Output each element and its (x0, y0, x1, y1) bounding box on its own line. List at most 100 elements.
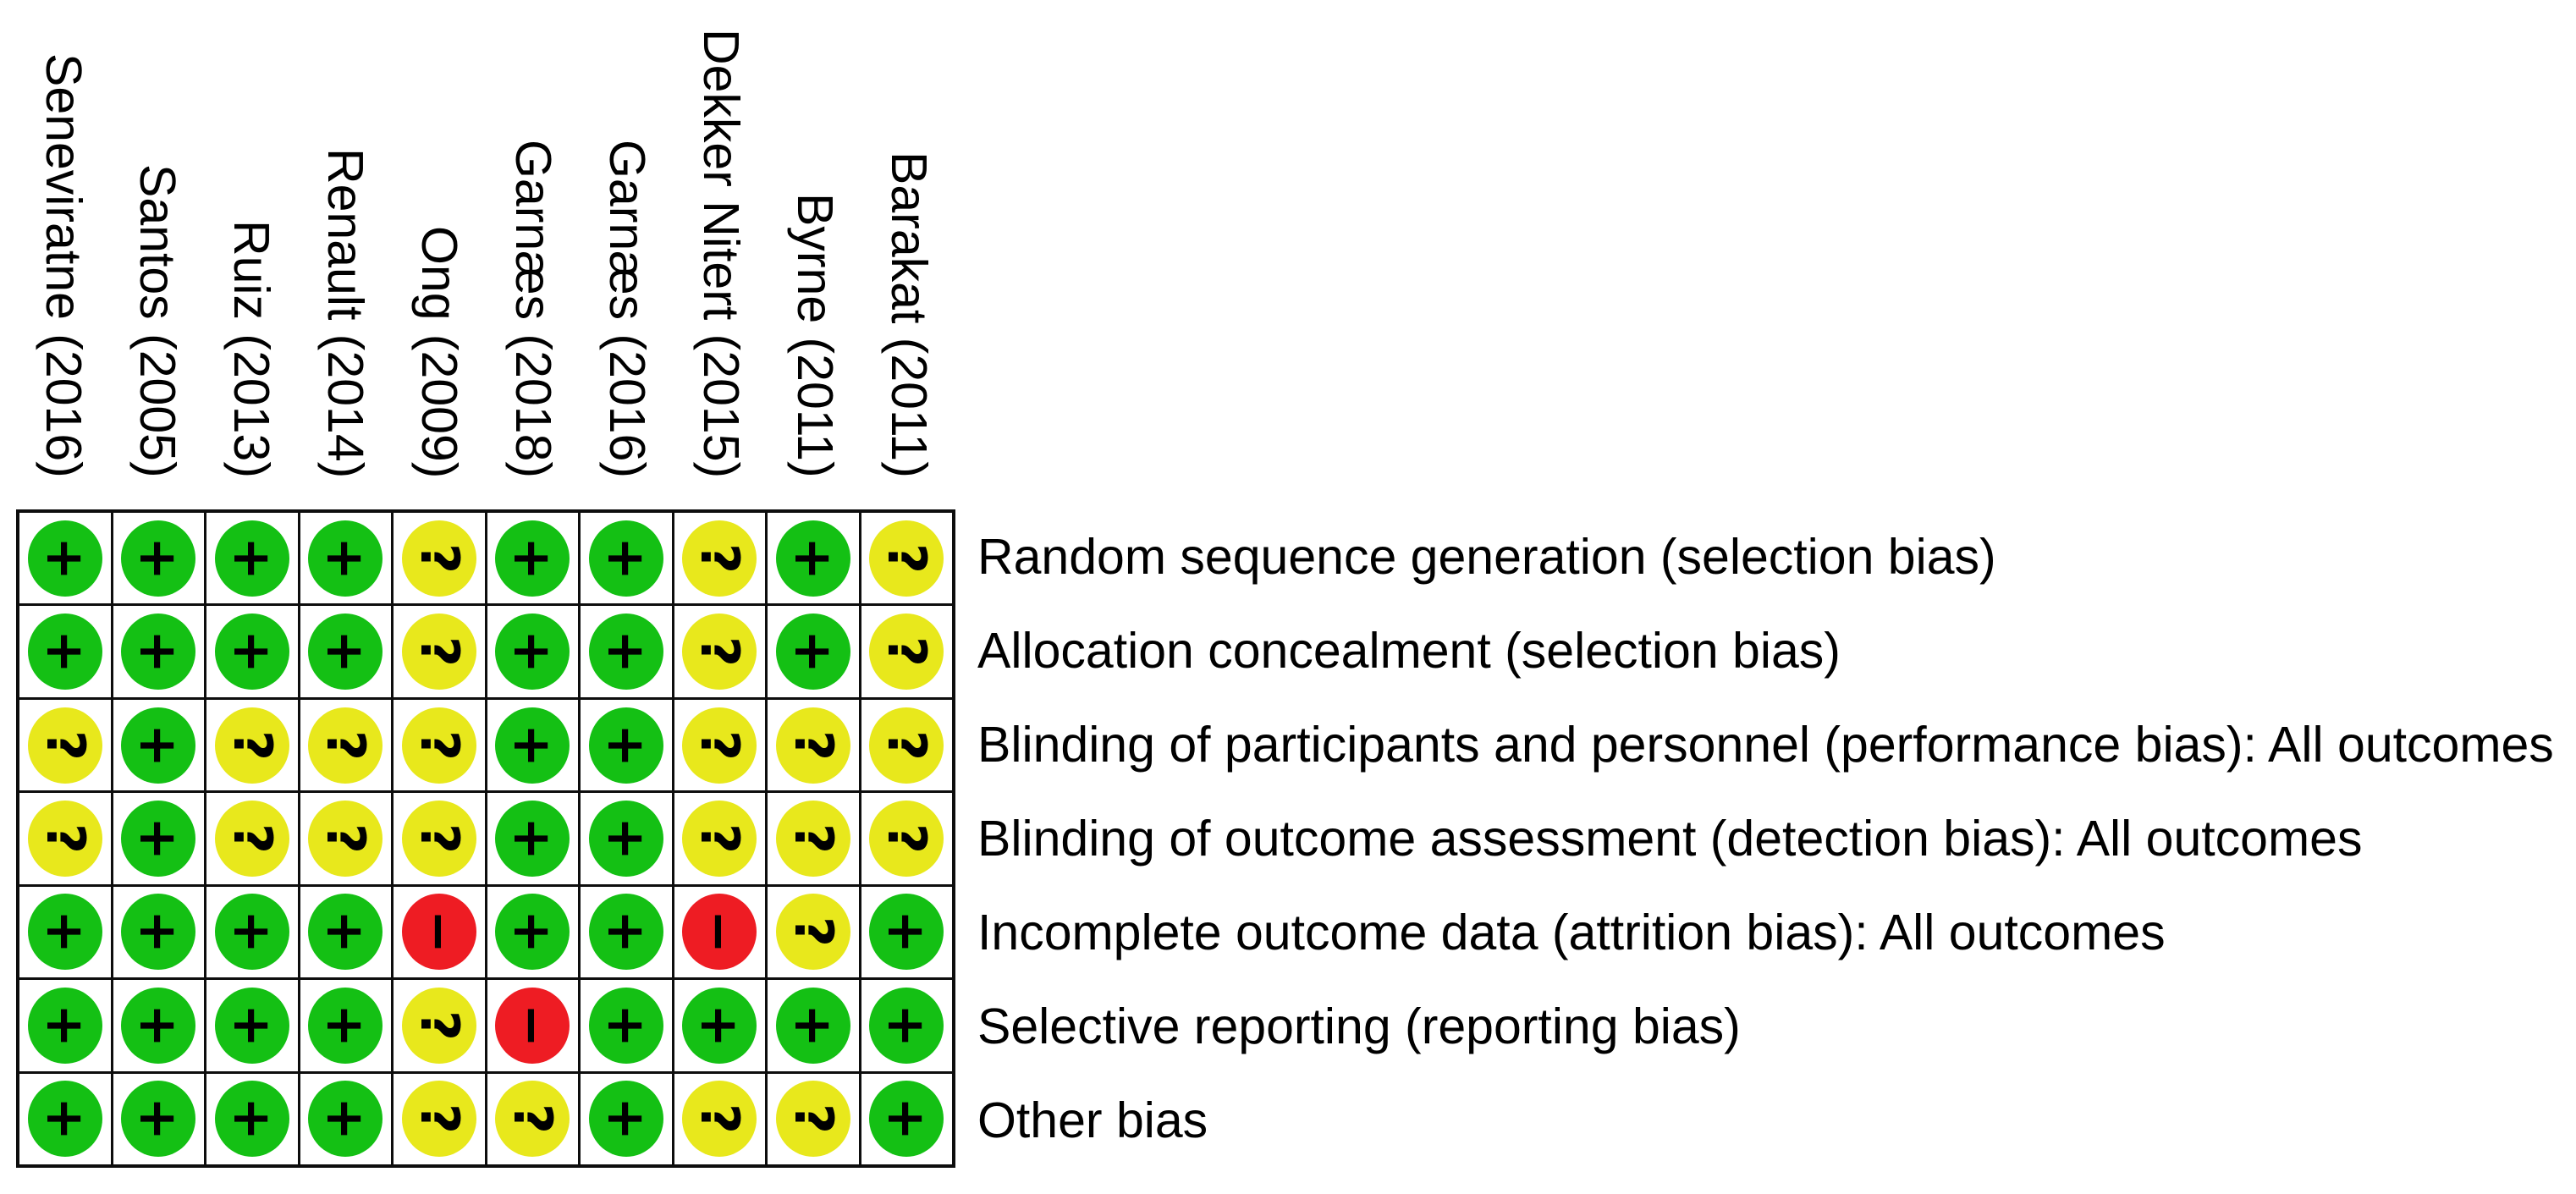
study-header: Byrne (2011) (768, 0, 861, 509)
rating-symbol: ? (408, 636, 471, 668)
rating-dot-plus: + (121, 707, 196, 784)
rating-cell: ? (768, 886, 859, 978)
rating-symbol: + (595, 1003, 658, 1048)
rating-grid: + + + +? + +? +? + + + +? + +? +?? +??? + +???? +??? + +???… (16, 509, 955, 1168)
rating-dot-question: ? (682, 520, 757, 597)
rating-symbol: ? (876, 542, 938, 574)
study-header: Barakat (2011) (861, 0, 955, 509)
rating-dot-plus: + (775, 520, 850, 597)
rating-cell: + (206, 886, 298, 978)
rating-cell: − (487, 980, 578, 1071)
study-header-label: Dekker Nitert (2015) (693, 28, 749, 478)
rating-cell: ? (861, 699, 952, 791)
rating-cell: + (113, 513, 204, 604)
rating-dot-question: ? (401, 614, 476, 691)
rating-dot-plus: + (214, 987, 289, 1064)
rating-symbol: + (502, 723, 564, 768)
rating-dot-plus: + (308, 520, 383, 597)
rating-cell: + (861, 886, 952, 978)
rating-symbol: ? (408, 542, 471, 574)
rating-symbol: + (221, 536, 283, 580)
rating-dot-plus: + (495, 894, 570, 971)
rating-cell: + (113, 886, 204, 978)
rating-dot-minus: − (682, 894, 757, 971)
rating-dot-plus: + (775, 987, 850, 1064)
rating-cell: + (581, 1073, 672, 1164)
rating-dot-plus: + (869, 987, 944, 1064)
rating-cell: ? (394, 1073, 485, 1164)
rating-symbol: ? (315, 729, 377, 761)
rating-symbol: + (34, 910, 96, 955)
rating-symbol: ? (408, 729, 471, 761)
rating-symbol: ? (408, 823, 471, 854)
rating-cell: ? (206, 793, 298, 884)
rating-cell: + (113, 793, 204, 884)
rating-cell: ? (300, 699, 391, 791)
rating-dot-plus: + (308, 1081, 383, 1158)
rating-dot-question: ? (214, 800, 289, 877)
rating-symbol: ? (782, 916, 845, 948)
rating-dot-question: ? (775, 800, 850, 877)
rating-symbol: + (502, 630, 564, 674)
rating-symbol: ? (221, 823, 283, 854)
rating-cell: + (487, 793, 578, 884)
rating-dot-question: ? (682, 1081, 757, 1158)
bias-criterion-label: Blinding of outcome assessment (detectio… (977, 810, 2363, 867)
rating-symbol: + (221, 1003, 283, 1048)
rating-dot-minus: − (495, 987, 570, 1064)
rating-cell: ? (674, 793, 765, 884)
study-header-row: Seneviratne (2016) Santos (2005) Ruiz (201… (16, 0, 955, 509)
rating-symbol: ? (315, 823, 377, 854)
study-header-label: Santos (2005) (129, 164, 185, 478)
rating-cell: + (581, 606, 672, 697)
rating-cell: ? (861, 793, 952, 884)
rating-dot-question: ? (869, 707, 944, 784)
rating-dot-plus: + (27, 520, 102, 597)
rating-symbol: + (782, 1003, 845, 1048)
rating-cell: ? (768, 793, 859, 884)
rating-symbol: + (595, 723, 658, 768)
rating-cell: + (581, 886, 672, 978)
rating-symbol: + (315, 1097, 377, 1142)
rating-dot-question: ? (869, 614, 944, 691)
rating-symbol: + (595, 630, 658, 674)
rating-cell: + (487, 886, 578, 978)
rating-cell: ? (394, 606, 485, 697)
rating-cell: ? (394, 513, 485, 604)
rating-dot-plus: + (495, 520, 570, 597)
rating-cell: + (768, 513, 859, 604)
rating-dot-plus: + (121, 1081, 196, 1158)
rating-cell: ? (394, 699, 485, 791)
rating-symbol: ? (876, 729, 938, 761)
rating-cell: ? (674, 699, 765, 791)
rating-cell: + (674, 980, 765, 1071)
rating-symbol: + (128, 1097, 190, 1142)
rating-symbol: + (34, 1097, 96, 1142)
study-header: Ruiz (2013) (204, 0, 298, 509)
rating-dot-plus: + (121, 800, 196, 877)
rating-symbol: ? (408, 1103, 471, 1135)
rating-dot-question: ? (214, 707, 289, 784)
rating-dot-plus: + (308, 614, 383, 691)
rating-dot-plus: + (214, 520, 289, 597)
study-header-label: Byrne (2011) (787, 193, 843, 478)
rating-cell: + (113, 699, 204, 791)
rating-cell: + (581, 793, 672, 884)
rating-symbol: + (595, 817, 658, 861)
rating-symbol: + (128, 817, 190, 861)
rating-cell: ? (861, 606, 952, 697)
rating-cell: + (113, 606, 204, 697)
rating-symbol: + (876, 1097, 938, 1142)
study-header: Santos (2005) (110, 0, 204, 509)
rating-cell: ? (674, 513, 765, 604)
rating-symbol: + (315, 910, 377, 955)
study-header-label: Garnæs (2018) (505, 139, 561, 478)
rating-dot-plus: + (869, 894, 944, 971)
study-header: Seneviratne (2016) (16, 0, 110, 509)
rating-dot-plus: + (27, 894, 102, 971)
rating-cell: + (19, 1073, 111, 1164)
rating-cell: + (300, 1073, 391, 1164)
rating-cell: + (300, 606, 391, 697)
rating-symbol: ? (34, 823, 96, 854)
study-header-label: Ong (2009) (411, 225, 467, 478)
